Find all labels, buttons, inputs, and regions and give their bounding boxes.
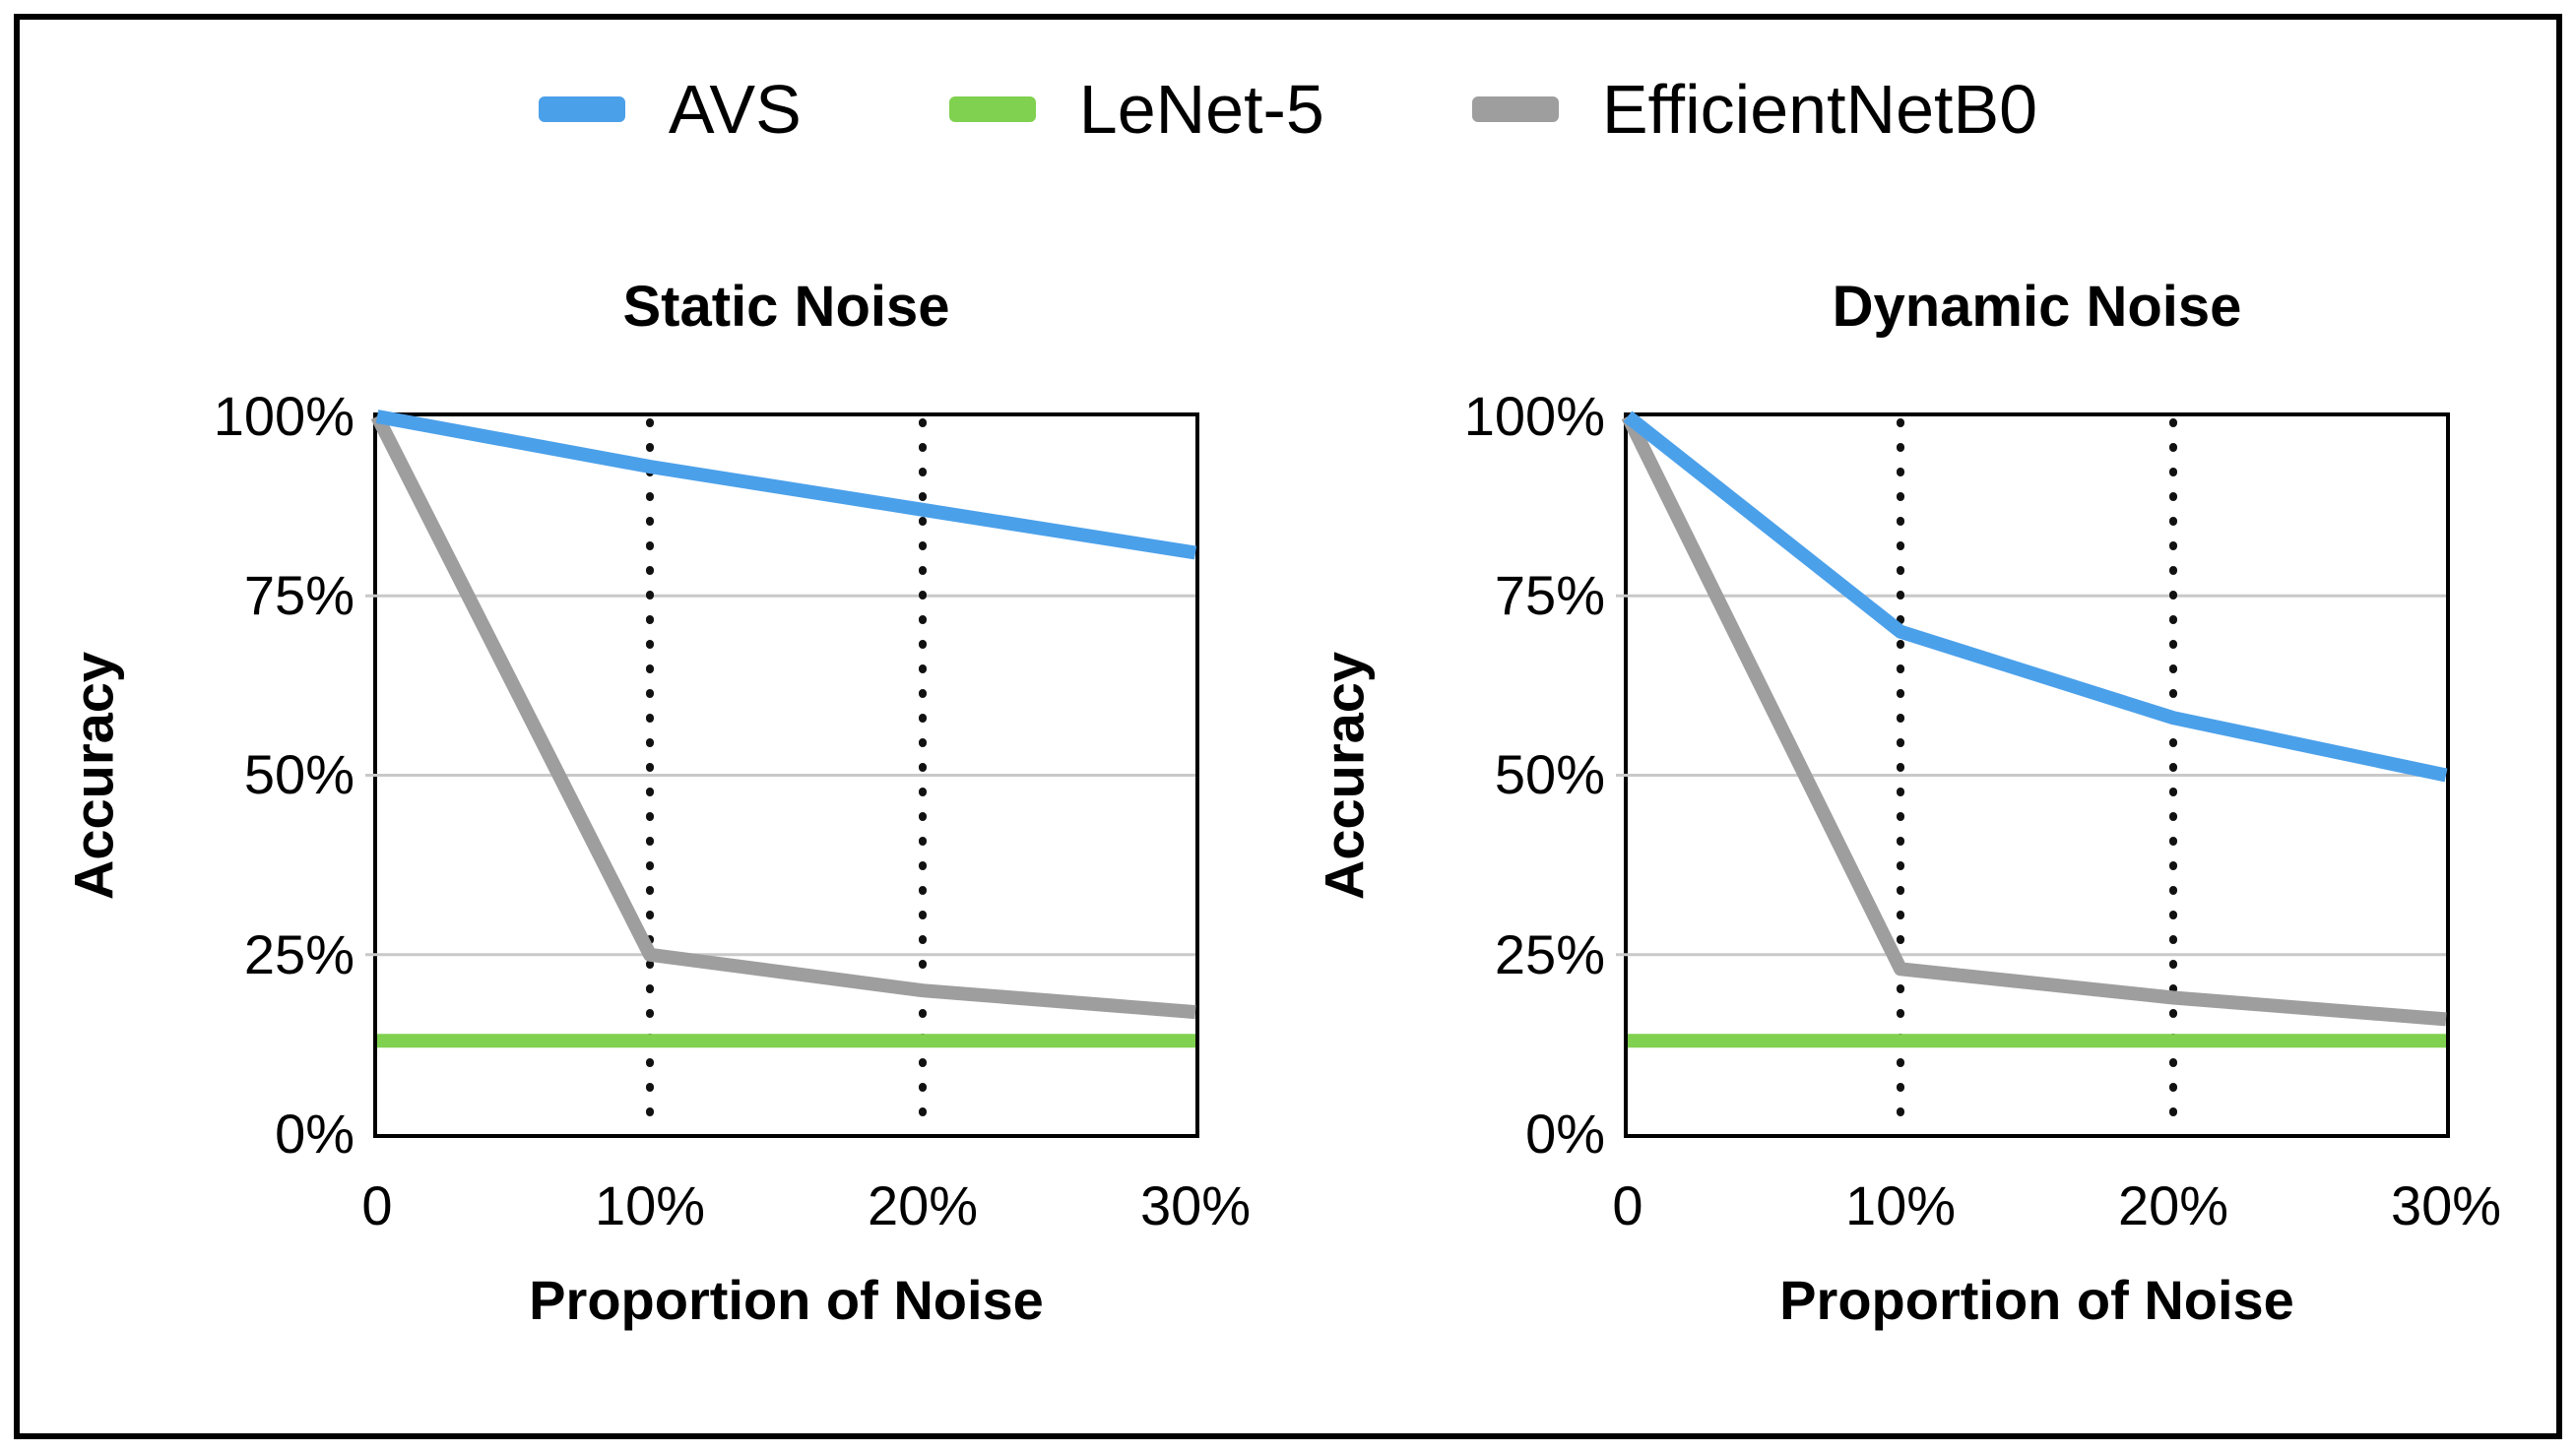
- y-tick-label: 100%: [1463, 385, 1605, 447]
- legend-label-efficientnetb0: EfficientNetB0: [1601, 71, 2038, 148]
- y-tick-label: 0%: [275, 1103, 354, 1165]
- x-tick-label: 30%: [1139, 1174, 1252, 1236]
- figure-frame: [14, 14, 2562, 1439]
- series-line-efficientnetb0: [1621, 412, 2447, 1027]
- series-line-avs: [375, 410, 1197, 560]
- y-tick-label: 50%: [1494, 743, 1605, 805]
- x-axis-title-dynamic: Proportion of Noise: [1779, 1269, 2294, 1331]
- chart-panel-static-noise: Static Noise Accuracy 100% 75% 50% 25% 0…: [63, 275, 1252, 1331]
- legend-item-lenet5: LeNet-5: [948, 71, 1324, 148]
- plot-area-dynamic: [1616, 411, 2448, 1134]
- series-line-efficientnetb0: [370, 412, 1196, 1020]
- y-tick-label: 25%: [243, 923, 354, 985]
- y-tick-label: 75%: [1494, 564, 1605, 626]
- x-tick-label: 20%: [2117, 1174, 2229, 1236]
- x-tick-label: 10%: [1844, 1174, 1957, 1236]
- chart-title-dynamic: Dynamic Noise: [1832, 275, 2242, 339]
- y-tick-label: 50%: [243, 743, 354, 805]
- legend-item-avs: AVS: [538, 71, 802, 148]
- plot-area-static: [365, 410, 1197, 1134]
- legend-swatch-efficientnetb0: [1471, 96, 1559, 122]
- legend-label-avs: AVS: [668, 71, 802, 148]
- chart-svg: [1616, 411, 2448, 1132]
- y-tick-label: 0%: [1525, 1103, 1605, 1165]
- legend-swatch-lenet5: [948, 96, 1036, 122]
- series-line-avs: [1623, 411, 2448, 783]
- x-tick-label: 20%: [867, 1174, 979, 1236]
- x-tick-label: 0: [361, 1174, 393, 1236]
- legend-label-lenet5: LeNet-5: [1078, 71, 1324, 148]
- x-axis-title-static: Proportion of Noise: [529, 1269, 1044, 1331]
- chart-panel-dynamic-noise: Dynamic Noise Accuracy 100% 75% 50% 25% …: [1251, 0, 2539, 1453]
- x-tick-label: 0: [1612, 1174, 1643, 1236]
- chart-title-static: Static Noise: [622, 275, 950, 339]
- legend-item-efficientnetb0: EfficientNetB0: [1471, 71, 2038, 148]
- chart-svg: [365, 410, 1197, 1132]
- legend-swatch-avs: [538, 96, 625, 122]
- x-tick-label: 10%: [594, 1174, 706, 1236]
- y-tick-label: 25%: [1494, 923, 1605, 985]
- chart-legend: AVS LeNet-5 EfficientNetB0: [0, 75, 2576, 144]
- x-tick-label: 30%: [2390, 1174, 2502, 1236]
- y-tick-label: 100%: [213, 385, 354, 447]
- y-tick-label: 75%: [243, 564, 354, 626]
